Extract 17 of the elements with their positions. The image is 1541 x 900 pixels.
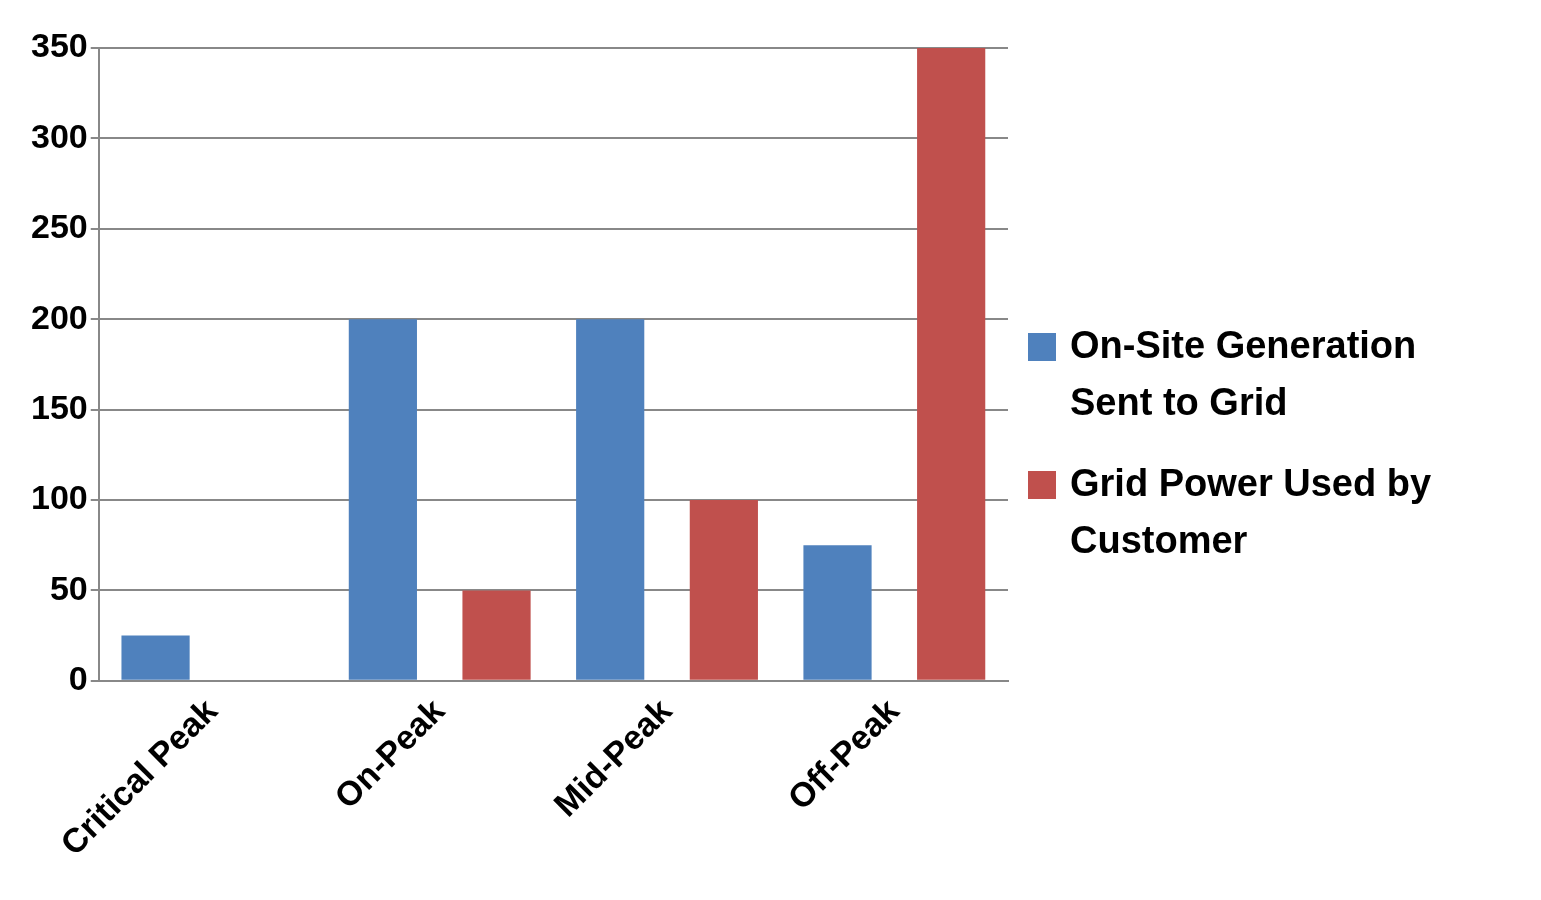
- bar: [689, 500, 758, 680]
- y-tick-label: 300: [30, 116, 88, 155]
- y-tick-label: 0: [68, 659, 88, 698]
- legend-label: On-Site Generation Sent to Grid: [1070, 323, 1418, 425]
- bar: [462, 590, 531, 680]
- y-tick-label: 150: [30, 387, 88, 426]
- y-tick-label: 350: [30, 26, 88, 65]
- y-tick-label: 250: [30, 207, 88, 246]
- y-tick-label: 50: [49, 568, 88, 607]
- bar: [348, 319, 417, 680]
- bar: [121, 635, 190, 680]
- bar: [917, 48, 986, 680]
- y-tick-label: 100: [30, 478, 88, 517]
- bar: [803, 545, 872, 680]
- bar: [576, 319, 645, 680]
- y-tick-label: 200: [30, 297, 88, 336]
- legend-label: Grid Power Used by Customer: [1070, 461, 1433, 563]
